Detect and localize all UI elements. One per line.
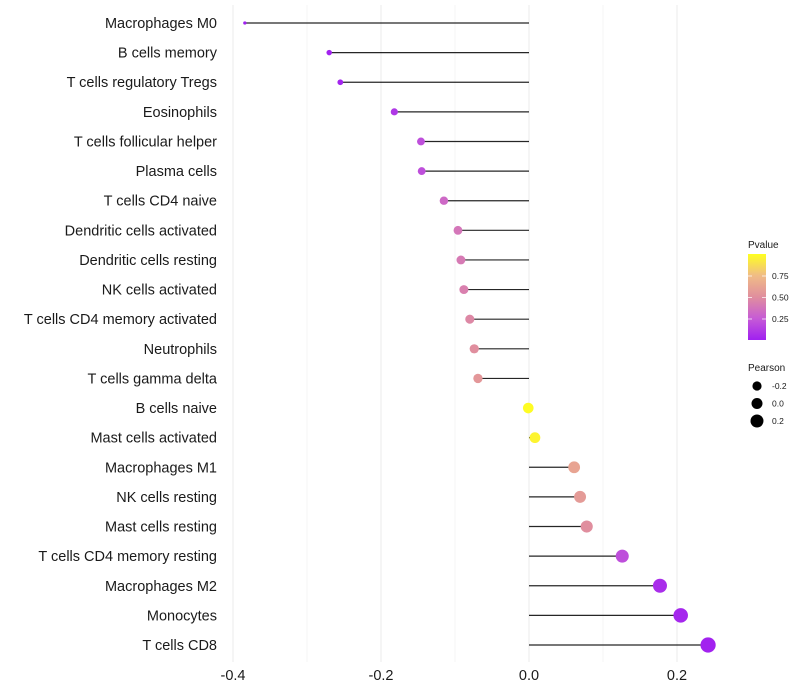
stems [244, 22, 709, 646]
x-tick-label: 0.2 [667, 668, 687, 684]
data-point [615, 549, 629, 563]
data-point [417, 137, 425, 146]
y-axis-labels: Macrophages M0 B cells memory T cells regu… [24, 16, 218, 654]
size-legend-dot [750, 414, 764, 428]
data-point [456, 255, 466, 265]
x-tick-label: -0.2 [369, 668, 394, 684]
data-point [465, 314, 475, 324]
y-tick-label: T cells CD4 memory activated [24, 312, 217, 328]
colorbar-tick-label: 0.25 [772, 314, 789, 324]
colorbar-tick-label: 0.75 [772, 271, 789, 281]
data-point [673, 608, 688, 623]
data-point [439, 196, 449, 205]
colorbar-tick-label: 0.50 [772, 293, 789, 303]
data-point [243, 21, 247, 25]
pvalue-legend-ticks: 0.25 0.50 0.75 [748, 271, 789, 324]
y-tick-label: B cells memory [118, 46, 218, 62]
data-point [417, 167, 426, 176]
data-point [469, 344, 479, 354]
pvalue-legend: Pvalue 0.25 0.50 0.75 [748, 240, 789, 340]
data-point [574, 490, 587, 503]
data-point [390, 108, 398, 116]
size-legend-dot [752, 381, 762, 391]
y-tick-label: Macrophages M0 [105, 16, 217, 32]
gridlines [232, 5, 678, 662]
pearson-legend: Pearson -0.2 0.0 0.2 [748, 363, 787, 428]
y-tick-label: T cells CD8 [142, 638, 217, 654]
y-tick-label: T cells follicular helper [74, 134, 217, 150]
pearson-legend-title: Pearson [748, 363, 785, 374]
y-tick-label: Dendritic cells activated [65, 223, 217, 239]
data-point [453, 225, 463, 235]
y-tick-label: B cells naive [136, 401, 217, 417]
y-tick-label: T cells CD4 memory resting [38, 549, 217, 565]
y-tick-label: Mast cells resting [105, 520, 217, 536]
data-point [568, 461, 581, 474]
data-point [652, 578, 667, 593]
x-axis-labels: -0.4 -0.2 0.0 0.2 [221, 668, 688, 684]
pvalue-legend-title: Pvalue [748, 240, 779, 251]
y-tick-label: Dendritic cells resting [79, 253, 217, 269]
data-point [522, 402, 534, 414]
size-legend-label: 0.2 [772, 416, 784, 426]
size-legend-label: -0.2 [772, 381, 787, 391]
x-tick-label: 0.0 [519, 668, 539, 684]
y-tick-label: T cells gamma delta [88, 371, 218, 387]
data-point [459, 285, 469, 295]
data-point [473, 373, 483, 384]
size-legend-label: 0.0 [772, 399, 784, 409]
pearson-legend-items: -0.2 0.0 0.2 [750, 381, 787, 428]
x-tick-label: -0.4 [221, 668, 246, 684]
data-point [337, 79, 344, 86]
size-legend-dot [751, 398, 763, 409]
data-point [529, 432, 541, 444]
pvalue-colorbar [748, 254, 766, 340]
data-point [326, 49, 332, 56]
y-tick-label: NK cells activated [102, 283, 217, 299]
y-tick-label: Plasma cells [136, 164, 217, 180]
y-tick-label: NK cells resting [116, 490, 217, 506]
points [243, 21, 716, 653]
y-tick-label: Mast cells activated [90, 431, 217, 447]
data-point [580, 520, 593, 533]
y-tick-label: Eosinophils [143, 105, 217, 121]
y-tick-label: T cells regulatory Tregs [67, 75, 217, 91]
y-tick-label: Monocytes [147, 608, 217, 624]
y-tick-label: Neutrophils [144, 342, 217, 358]
y-tick-label: Macrophages M2 [105, 579, 217, 595]
data-point [700, 637, 716, 653]
y-tick-label: Macrophages M1 [105, 460, 217, 476]
y-tick-label: T cells CD4 naive [104, 194, 217, 210]
